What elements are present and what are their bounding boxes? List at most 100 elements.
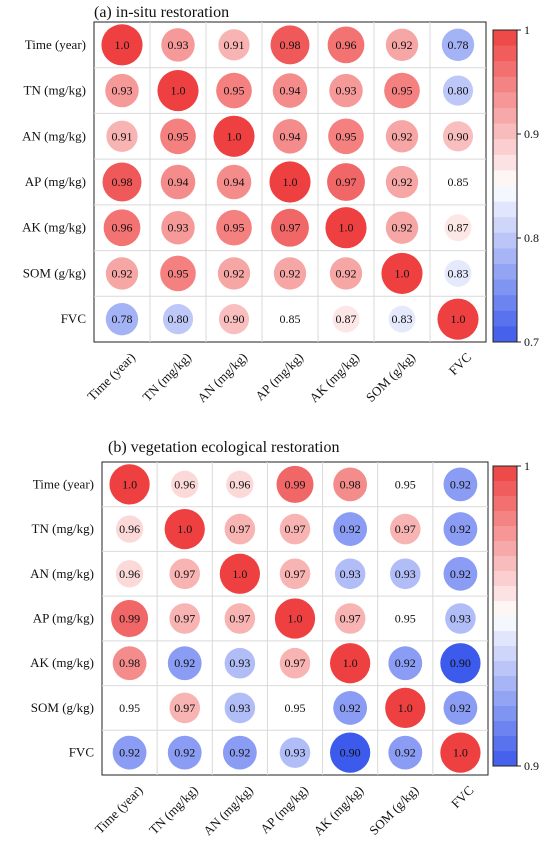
panel-a-cell-label: 0.87 xyxy=(448,221,469,235)
panel-b-cell-label: 0.92 xyxy=(450,567,471,581)
panel-a-row-label: SOM (g/kg) xyxy=(23,265,86,280)
panel-a-title: (a) in-situ restoration xyxy=(94,4,230,21)
panel-b-cell-circle xyxy=(443,512,478,546)
panel-a-cell-circle xyxy=(160,118,196,155)
panel-b-cell-circle xyxy=(111,599,149,638)
panel-b-cell-label: 0.92 xyxy=(340,701,361,715)
panel-b-cell-label: 0.98 xyxy=(340,477,361,491)
panel-a-cell-label: 0.90 xyxy=(448,129,469,143)
panel-a-cell-circle xyxy=(157,70,199,112)
panel-a-cell-label: 0.93 xyxy=(168,38,189,52)
panel-a-cell-label: 0.95 xyxy=(224,221,245,235)
panel-b-cell-circle xyxy=(164,508,205,550)
panel-b-cell-label: 0.92 xyxy=(450,701,471,715)
panel-a-cell-label: 0.94 xyxy=(224,175,245,189)
panel-a-cell-circle xyxy=(388,305,416,333)
panel-a-cell-label: 0.94 xyxy=(168,175,189,189)
panel-b-cell-label: 0.95 xyxy=(395,477,416,491)
panel-b-colorbar-band xyxy=(493,541,517,557)
panel-b-row-label: SOM (g/kg) xyxy=(31,700,94,715)
panel-a-cell-label: 0.93 xyxy=(112,84,133,98)
panel-a-cell-label: 0.96 xyxy=(112,221,133,235)
panel-b-cell-circle xyxy=(330,643,371,684)
panel-a-colorbar-band xyxy=(493,248,517,265)
panel-b-colorbar-band xyxy=(493,616,517,632)
panel-b-cell-circle xyxy=(333,512,368,546)
panel-b-cell-label: 1.0 xyxy=(343,656,358,670)
panel-a-colorbar-band xyxy=(493,30,517,47)
panel-a-cell-circle xyxy=(385,120,419,153)
panel-b-cell-label: 0.96 xyxy=(174,477,195,491)
panel-a-cell-circle xyxy=(216,72,252,109)
panel-a-colorbar-band xyxy=(493,295,517,312)
panel-a-cell-circle xyxy=(441,28,475,62)
panel-a-cell-circle xyxy=(160,255,196,292)
panel-b-cell-circle xyxy=(167,735,202,770)
panel-a-cell-circle xyxy=(444,214,472,242)
panel-b-cell-circle xyxy=(440,643,481,684)
panel-a-cell-circle xyxy=(384,72,420,109)
panel-b-cell-circle xyxy=(279,737,311,768)
panel-a-cell-circle xyxy=(103,209,141,247)
panel-b-cell-circle xyxy=(171,470,199,499)
panel-b-cell-label: 0.96 xyxy=(119,522,140,536)
panel-a-cell-label: 0.78 xyxy=(448,38,469,52)
panel-a-colorbar-band xyxy=(493,310,517,327)
panel-b-colorbar-band xyxy=(493,496,517,512)
panel-a-cell-label: 1.0 xyxy=(451,312,466,326)
panel-b-cell-circle xyxy=(226,470,254,499)
panel-a-colorbar-band xyxy=(493,186,517,203)
panel-b-colorbar-band xyxy=(493,511,517,527)
panel-a-cell-circle xyxy=(328,118,364,155)
panel-a-cell-circle xyxy=(329,257,363,290)
panel-b-cell-label: 0.93 xyxy=(229,656,250,670)
panel-a-colorbar-band xyxy=(493,264,517,281)
panel-a-cell-circle xyxy=(272,73,308,108)
panel-b-cell-label: 0.90 xyxy=(450,656,471,670)
panel-a-cell-circle xyxy=(442,75,474,106)
panel-a-cell-label: 0.93 xyxy=(168,221,189,235)
panel-b-cell-circle xyxy=(279,558,311,590)
panel-a-colorbar-band xyxy=(493,232,517,249)
panel-a-cell-circle xyxy=(444,259,472,287)
panel-a-col-label: AN (mg/kg) xyxy=(194,350,250,406)
panel-b-cell-label: 1.0 xyxy=(398,701,413,715)
panel-b-cell-label: 0.99 xyxy=(285,477,306,491)
panel-b-row-label: AP (mg/kg) xyxy=(33,611,94,626)
panel-a-cell-label: 0.92 xyxy=(392,129,413,143)
panel-a-cell-label: 1.0 xyxy=(283,175,298,189)
panel-a-cell-label: 1.0 xyxy=(115,38,130,52)
panel-a-row-label: AN (mg/kg) xyxy=(22,128,86,143)
panel-b-colorbar-band xyxy=(493,601,517,617)
panel-b-cell-label: 0.97 xyxy=(340,612,361,626)
panel-b-cell-circle xyxy=(167,646,202,681)
panel-a-cell-circle xyxy=(277,306,303,332)
panel-b-cell-label: 0.92 xyxy=(395,746,416,760)
panel-a-cell-label: 0.98 xyxy=(280,38,301,52)
panel-a-cell-label: 0.92 xyxy=(392,221,413,235)
panel-a-cell-label: 0.95 xyxy=(168,129,189,143)
panel-a-cell-circle xyxy=(106,120,138,152)
panel-b-cell-label: 0.93 xyxy=(340,567,361,581)
panel-b-cell-circle xyxy=(224,603,256,634)
panel-a-colorbar-tick-label: 0.8 xyxy=(524,231,539,245)
panel-a-cell-circle xyxy=(273,257,307,290)
panel-b-cell-label: 0.97 xyxy=(174,612,195,626)
panel-a-col-label: AP (mg/kg) xyxy=(252,350,306,404)
panel-b-cell-label: 1.0 xyxy=(453,746,468,760)
panel-a-colorbar-frame xyxy=(492,29,518,343)
panel-a-cell-circle xyxy=(437,298,479,340)
panel-b-cell-label: 0.97 xyxy=(285,656,306,670)
panel-a-cell-circle xyxy=(442,121,474,152)
panel-b-cell-circle xyxy=(276,465,314,503)
panel-b-cell-label: 0.92 xyxy=(174,656,195,670)
panel-a-cell-circle xyxy=(216,164,252,200)
panel-b-cell-circle xyxy=(440,732,481,773)
panel-b-cell-label: 0.92 xyxy=(174,746,195,760)
panel-a-cell-circle xyxy=(105,73,139,108)
panel-b-cell-circle xyxy=(385,687,426,729)
panel-b-cell-circle xyxy=(224,692,256,724)
panel-a-col-label: SOM (g/kg) xyxy=(363,350,418,405)
panel-a-col-label: Time (year) xyxy=(84,350,138,404)
panel-b-cell-label: 0.96 xyxy=(119,567,140,581)
